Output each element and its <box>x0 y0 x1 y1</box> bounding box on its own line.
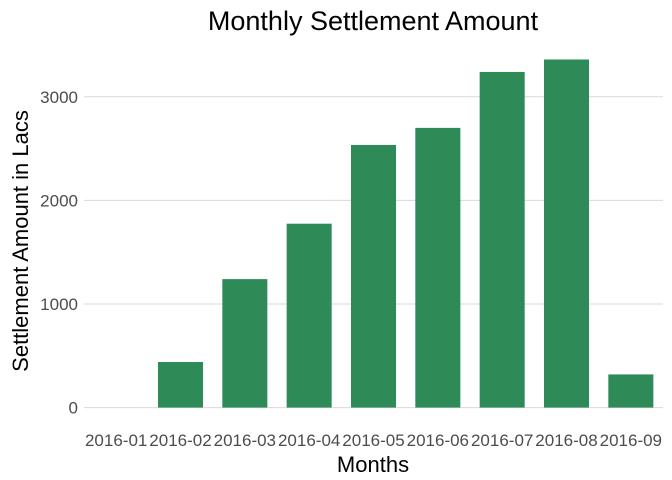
x-axis-ticks: 2016-01 2016-02 2016-03 2016-04 2016-05 2016-… <box>85 431 662 450</box>
x-tick-label: 2016-03 <box>214 431 276 450</box>
y-tick-label: 2000 <box>40 191 78 210</box>
x-axis-title: Months <box>337 452 409 477</box>
bar-2016-05 <box>350 144 397 408</box>
chart-title: Monthly Settlement Amount <box>208 6 539 36</box>
x-tick-label: 2016-09 <box>600 431 662 450</box>
y-axis-ticks: 0 1000 2000 3000 <box>40 88 78 418</box>
x-tick-label: 2016-07 <box>471 431 533 450</box>
x-tick-label: 2016-08 <box>535 431 597 450</box>
bar-2016-06 <box>415 127 461 408</box>
x-tick-label: 2016-06 <box>407 431 469 450</box>
bar-2016-03 <box>222 279 268 408</box>
bar-2016-04 <box>286 223 332 408</box>
x-tick-label: 2016-01 <box>85 431 147 450</box>
bars <box>157 59 654 408</box>
x-tick-label: 2016-04 <box>278 431 340 450</box>
y-tick-label: 3000 <box>40 88 78 107</box>
x-tick-label: 2016-02 <box>149 431 211 450</box>
bar-2016-07 <box>479 71 525 408</box>
bar-2016-09 <box>608 374 654 408</box>
bar-2016-02 <box>157 361 204 408</box>
y-tick-label: 1000 <box>40 295 78 314</box>
x-tick-label: 2016-05 <box>342 431 404 450</box>
y-axis-title: Settlement Amount in Lacs <box>8 110 33 372</box>
y-tick-label: 0 <box>69 399 78 418</box>
bar-2016-08 <box>543 59 590 408</box>
